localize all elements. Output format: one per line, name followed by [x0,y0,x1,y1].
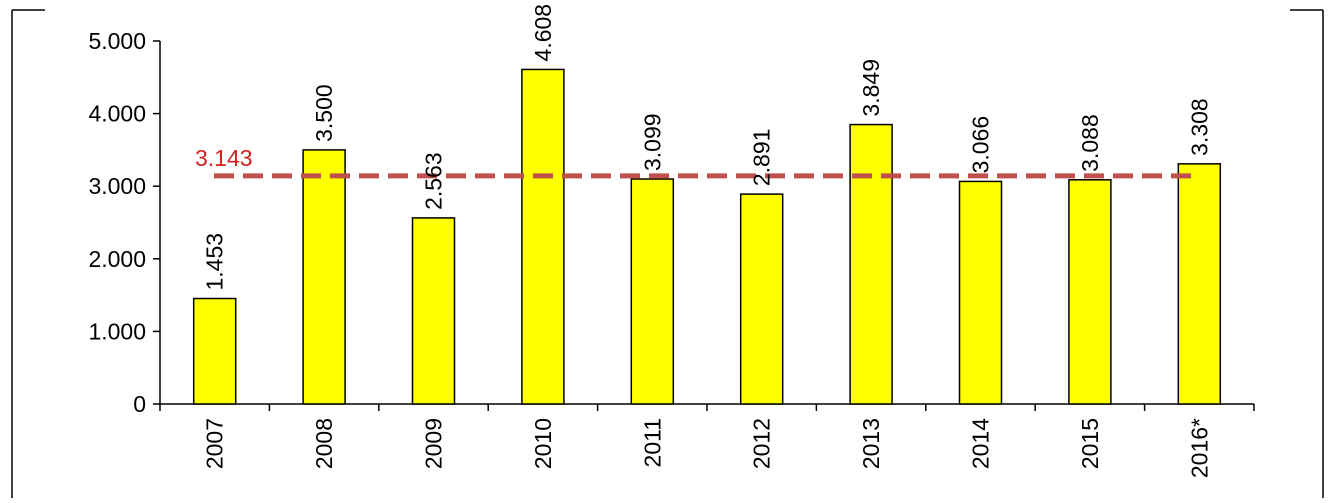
bar-2007 [192,297,237,405]
y-tick-label: 4.000 [88,101,146,127]
x-tick-label: 2007 [202,418,228,469]
y-tick-label: 3.000 [88,173,146,199]
value-label: 1.453 [202,233,228,291]
value-label: 3.500 [311,84,337,142]
x-tick-labels: 2007 2008 2009 2010 2011 2012 2013 2014 2015 2016… [202,418,1213,478]
bar-2010 [521,68,565,405]
x-tick-label: 2010 [530,418,556,469]
x-tick-label: 2008 [311,418,337,469]
bar-2008 [302,149,346,405]
bar-2014 [958,180,1003,405]
x-tick-label: 2015 [1077,418,1103,469]
bar-2011 [630,178,675,405]
x-tick-label: 2011 [639,418,665,467]
value-label: 3.088 [1077,114,1103,172]
value-label: 3.099 [639,113,665,171]
y-tick-label: 5.000 [88,28,146,54]
x-tick-label: 2014 [968,418,994,469]
x-tick-label: 2012 [749,418,775,469]
reference-line-label: 3.143 [195,145,253,171]
value-labels: 1.453 3.500 2.563 4.608 3.099 2.891 3.849 3.066… [202,4,1213,291]
bars [192,68,1222,405]
x-tick-label: 2009 [421,418,447,469]
value-label: 3.849 [858,59,884,117]
y-tick-label: 0 [133,391,146,417]
value-label: 2.563 [421,152,447,210]
bar-2015 [1068,179,1112,405]
bar-2016* [1177,163,1222,405]
value-label: 3.308 [1186,98,1212,156]
value-label: 4.608 [530,4,556,62]
x-axis [159,403,1255,411]
y-tick-label: 1.000 [88,318,146,344]
bar-2009 [411,217,456,405]
bar-2013 [849,123,893,405]
y-tick-label: 2.000 [88,246,146,272]
value-label: 3.066 [968,116,994,174]
reference-line-group: 3.143 [195,145,1200,179]
bar-2012 [739,193,784,405]
x-tick-label: 2016* [1186,418,1212,478]
value-label: 2.891 [749,129,775,187]
x-tick-label: 2013 [858,418,884,469]
y-axis: 0 1.000 2.000 3.000 4.000 5.000 [88,28,161,417]
